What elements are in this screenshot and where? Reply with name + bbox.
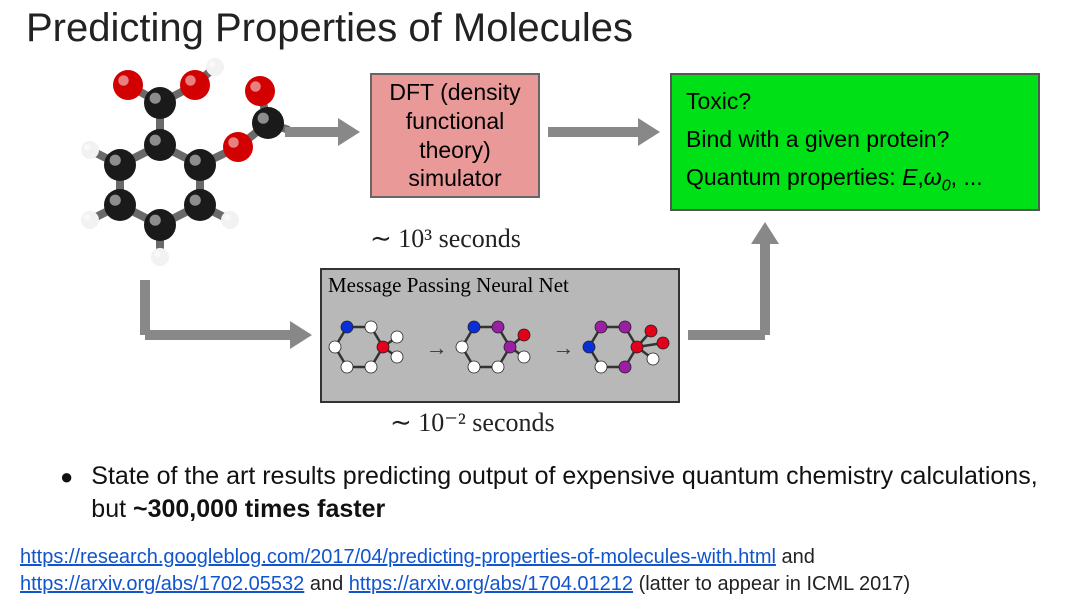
link-sep1: and [776,546,815,568]
bind-line: Bind with a given protein? [686,126,1024,153]
link-trail: (latter to appear in ICML 2017) [633,573,910,595]
qline-sub: 0 [942,177,951,195]
link-arxiv1[interactable]: https://arxiv.org/abs/1702.05532 [20,573,304,595]
mpnn-box: Message Passing Neural Net →→ [320,268,680,403]
timing-dft: ∼ 10³ seconds [370,224,521,254]
bullet-dot-icon: ● [60,460,73,525]
bullet-text: State of the art results predicting outp… [91,460,1050,525]
toxic-line: Toxic? [686,88,1024,115]
bullet-strong: ~300,000 times faster [133,495,385,523]
mpnn-graphs: →→ [322,298,678,398]
timing-mpnn: ∼ 10⁻² seconds [390,408,555,438]
dft-simulator-box: DFT (density functional theory) simulato… [370,73,540,198]
reference-links: https://research.googleblog.com/2017/04/… [20,544,1060,598]
link-sep2: and [304,573,348,595]
output-properties-box: Toxic? Bind with a given protein? Quantu… [670,73,1040,211]
link-arxiv2[interactable]: https://arxiv.org/abs/1704.01212 [349,573,633,595]
link-googleblog[interactable]: https://research.googleblog.com/2017/04/… [20,546,776,568]
mpnn-title: Message Passing Neural Net [322,270,678,298]
qline-prefix: Quantum properties: [686,164,902,190]
summary-bullet: ● State of the art results predicting ou… [60,460,1050,525]
qline-trail: , ... [951,164,983,190]
qline-E: E [902,164,917,190]
qline-omega: ω [924,164,942,190]
dft-text: DFT (density functional theory) simulato… [376,78,534,193]
quantum-line: Quantum properties: E,ω0, ... [686,164,1024,196]
